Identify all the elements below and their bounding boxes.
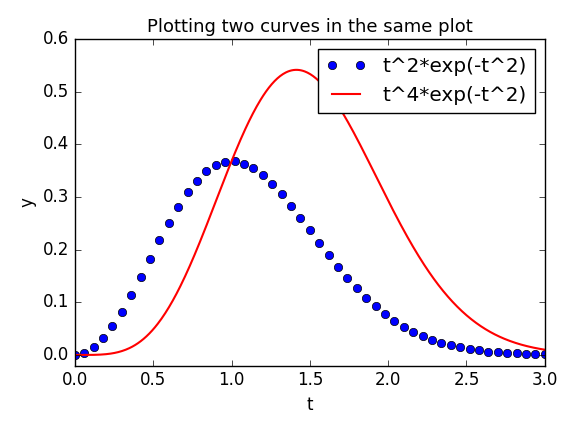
t^4*exp(-t^2) (541, 347, 548, 352)
t^2*exp(-t^2) (71, 353, 78, 358)
t^4*exp(-t^2) (352, 133, 359, 139)
X-axis label: t: t (306, 396, 313, 414)
t^2*exp(-t^2) (175, 204, 181, 209)
Line: t^2*exp(-t^2): t^2*exp(-t^2) (71, 157, 549, 359)
t^4*exp(-t^2) (457, 308, 464, 313)
t^2*exp(-t^2) (532, 352, 539, 357)
Title: Plotting two curves in the same plot: Plotting two curves in the same plot (147, 18, 473, 36)
Line: t^4*exp(-t^2): t^4*exp(-t^2) (75, 70, 545, 355)
t^4*exp(-t^2) (71, 353, 78, 358)
t^2*exp(-t^2) (222, 159, 229, 165)
t^4*exp(-t^2) (295, 67, 302, 73)
t^2*exp(-t^2) (231, 159, 238, 164)
t^4*exp(-t^2) (327, 91, 334, 96)
t^2*exp(-t^2) (419, 334, 426, 339)
t^2*exp(-t^2) (541, 352, 548, 357)
Legend: t^2*exp(-t^2), t^4*exp(-t^2): t^2*exp(-t^2), t^4*exp(-t^2) (319, 49, 535, 113)
t^4*exp(-t^2) (531, 345, 538, 350)
t^4*exp(-t^2) (293, 67, 300, 73)
t^2*exp(-t^2) (213, 162, 219, 168)
t^2*exp(-t^2) (391, 318, 398, 324)
Y-axis label: y: y (18, 197, 36, 207)
t^4*exp(-t^2) (298, 68, 305, 73)
